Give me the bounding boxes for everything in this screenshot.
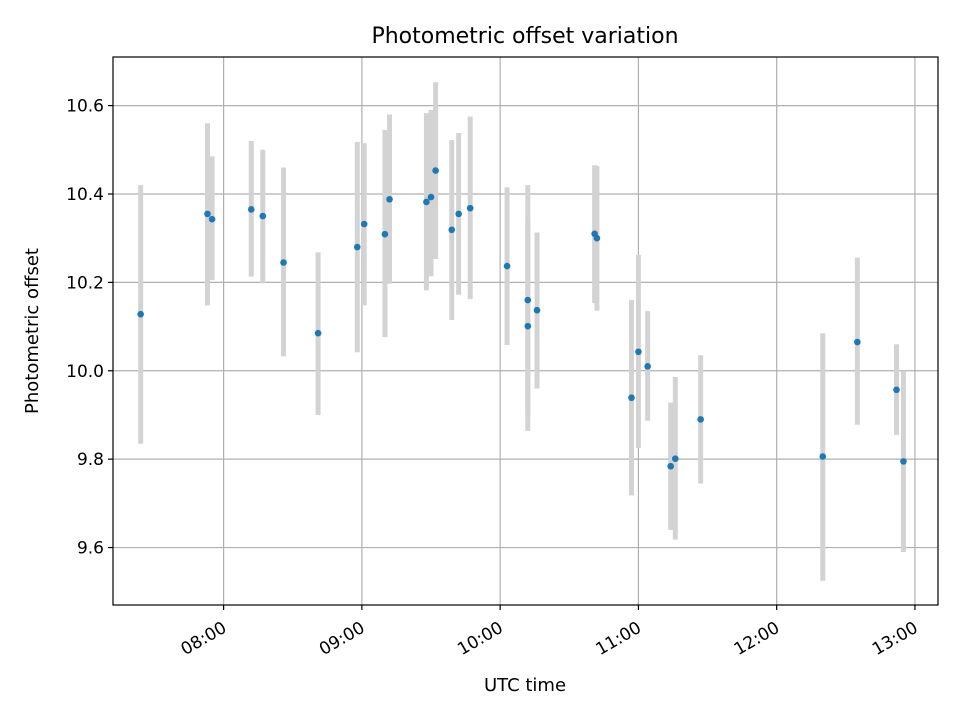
chart-title: Photometric offset variation bbox=[371, 24, 678, 49]
data-point bbox=[697, 416, 704, 423]
data-point bbox=[503, 262, 511, 270]
y-tick-label: 10.4 bbox=[66, 185, 104, 205]
data-point bbox=[667, 462, 674, 470]
data-point bbox=[353, 243, 361, 251]
data-point bbox=[819, 453, 827, 460]
data-point bbox=[280, 259, 287, 266]
data-point bbox=[208, 215, 216, 223]
y-axis-ticks: 9.6 9.8 10.0 10.2 10.4 10.6 bbox=[66, 97, 113, 559]
data-point bbox=[635, 348, 642, 356]
data-point bbox=[533, 306, 541, 314]
y-tick-label: 10.0 bbox=[66, 362, 104, 382]
data-point bbox=[247, 206, 255, 213]
data-point bbox=[314, 329, 322, 337]
data-point bbox=[644, 363, 651, 370]
data-point bbox=[381, 230, 389, 238]
y-tick-label: 9.8 bbox=[77, 450, 104, 470]
data-point bbox=[854, 338, 861, 346]
y-tick-label: 10.2 bbox=[66, 273, 104, 293]
data-point bbox=[204, 210, 211, 218]
data-point bbox=[524, 322, 532, 330]
data-point bbox=[137, 310, 144, 318]
plot-frame bbox=[112, 56, 939, 606]
y-tick-label: 10.6 bbox=[66, 97, 104, 117]
y-tick-label: 9.6 bbox=[77, 539, 104, 559]
data-point bbox=[386, 196, 393, 203]
data-points bbox=[137, 167, 907, 470]
data-point bbox=[423, 198, 430, 206]
data-point bbox=[466, 204, 474, 212]
data-point bbox=[455, 210, 462, 218]
data-point bbox=[432, 167, 439, 174]
data-point bbox=[893, 386, 900, 394]
data-point bbox=[427, 193, 435, 201]
y-axis-label: Photometric offset bbox=[22, 248, 43, 414]
data-point bbox=[593, 234, 601, 242]
data-point bbox=[259, 212, 267, 220]
data-point bbox=[628, 394, 635, 402]
x-axis-label: UTC time bbox=[484, 675, 566, 696]
data-point bbox=[360, 220, 368, 228]
data-point bbox=[448, 226, 456, 234]
data-point bbox=[524, 296, 532, 304]
data-point bbox=[671, 455, 679, 463]
data-point bbox=[900, 458, 907, 465]
